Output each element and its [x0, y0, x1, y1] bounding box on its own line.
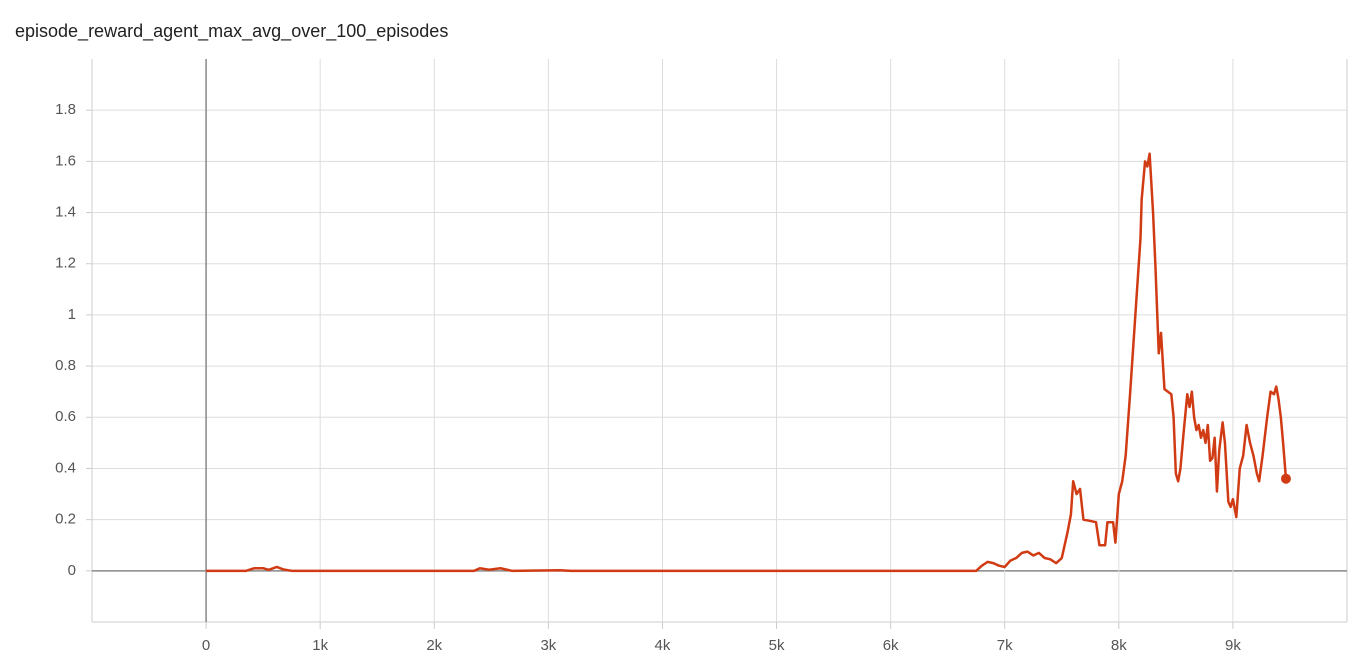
- x-tick-label: 2k: [426, 637, 442, 654]
- x-tick-label: 6k: [883, 637, 899, 654]
- y-tick-label: 0.2: [55, 511, 76, 528]
- y-tick-label: 0: [68, 562, 76, 579]
- y-tick-label: 1.4: [55, 204, 76, 221]
- x-tick-label: 0: [202, 637, 210, 654]
- y-tick-label: 0.8: [55, 357, 76, 374]
- chart-title: episode_reward_agent_max_avg_over_100_ep…: [15, 21, 448, 42]
- y-tick-label: 0.4: [55, 459, 76, 476]
- y-tick-label: 1: [68, 306, 76, 323]
- y-tick-label: 1.2: [55, 255, 76, 272]
- y-tick-label: 1.8: [55, 101, 76, 118]
- x-tick-label: 7k: [997, 637, 1013, 654]
- x-tick-label: 3k: [540, 637, 556, 654]
- last-point: [1280, 473, 1291, 484]
- x-tick-label: 4k: [655, 637, 671, 654]
- data-line: [206, 152, 1288, 573]
- y-tick-label: 1.6: [55, 152, 76, 169]
- x-tick-label: 5k: [769, 637, 785, 654]
- x-tick-label: 8k: [1111, 637, 1127, 654]
- x-tick-label: 9k: [1225, 637, 1241, 654]
- y-tick-label: 0.6: [55, 408, 76, 425]
- x-tick-label: 1k: [312, 637, 328, 654]
